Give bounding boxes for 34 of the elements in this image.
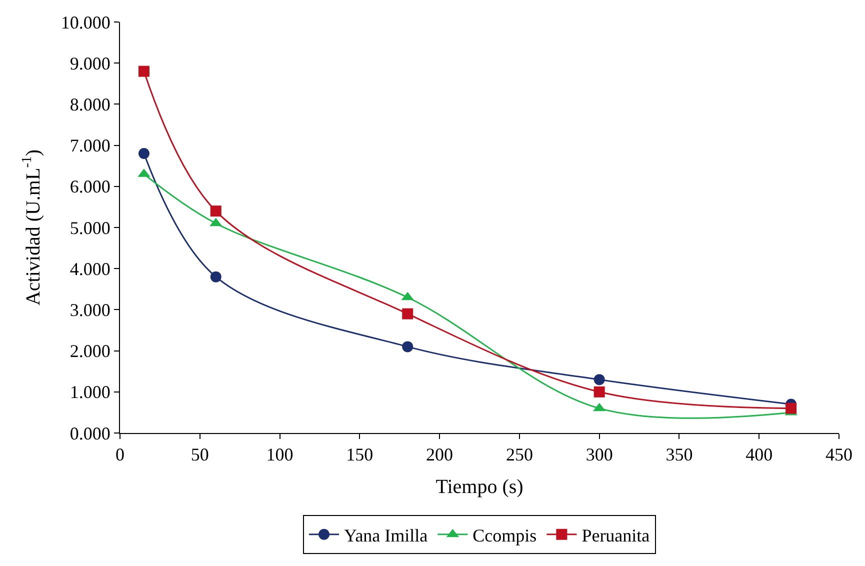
x-tick-label: 50 xyxy=(190,444,209,465)
point xyxy=(594,374,605,386)
legend-label: Ccompis xyxy=(472,525,537,546)
y-tick-label: 2.000 xyxy=(70,341,110,362)
x-tick-label: 350 xyxy=(666,444,693,465)
legend-label: Peruanita xyxy=(582,525,650,546)
y-tick-label: 10.000 xyxy=(60,12,110,32)
point xyxy=(210,206,222,217)
point xyxy=(138,148,150,160)
y-tick-label: 6.000 xyxy=(70,176,110,197)
x-tick-label: 400 xyxy=(746,444,773,465)
point xyxy=(402,341,414,352)
x-tick-label: 100 xyxy=(266,444,294,465)
y-tick-label: 1.000 xyxy=(70,382,110,402)
point xyxy=(210,271,222,282)
x-tick-label: 450 xyxy=(826,444,852,465)
x-tick-label: 200 xyxy=(426,444,454,465)
y-tick-label: 8.000 xyxy=(70,94,110,114)
point xyxy=(594,386,605,398)
y-tick-label: 4.000 xyxy=(70,258,110,279)
point xyxy=(786,402,797,414)
y-tick-label: 7.000 xyxy=(70,136,110,156)
x-tick-label: 0 xyxy=(116,444,124,465)
point xyxy=(138,66,150,77)
y-tick-label: 0.000 xyxy=(70,423,110,444)
legend-label: Yana Imilla xyxy=(344,525,428,546)
y-tick-label: 9.000 xyxy=(70,53,110,74)
x-tick-label: 250 xyxy=(506,444,533,465)
x-axis-title: Tiempo (s) xyxy=(436,476,524,498)
x-tick-label: 300 xyxy=(586,444,613,465)
y-tick-label: 3.000 xyxy=(70,300,110,320)
point xyxy=(402,308,414,320)
x-tick-label: 150 xyxy=(346,444,374,465)
y-tick-label: 5.000 xyxy=(70,218,110,238)
